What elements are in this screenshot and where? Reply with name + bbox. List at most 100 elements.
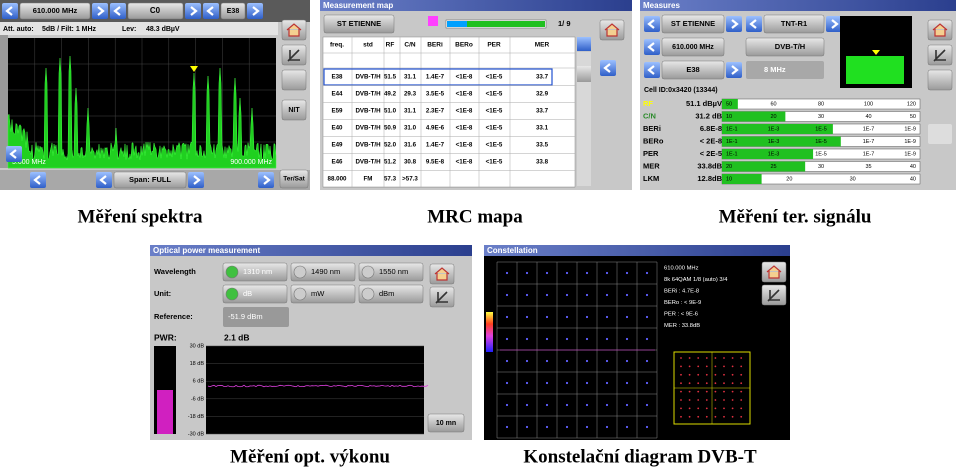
button[interactable] bbox=[661, 60, 725, 80]
zoom-point bbox=[740, 399, 743, 401]
scroll-thumb[interactable] bbox=[577, 66, 591, 82]
zoom-point bbox=[731, 415, 734, 418]
nit-button[interactable] bbox=[281, 99, 307, 121]
button[interactable] bbox=[745, 37, 825, 57]
button[interactable] bbox=[127, 2, 184, 20]
constellation-point bbox=[645, 271, 649, 275]
title-bar bbox=[484, 245, 790, 256]
tersat-button[interactable] bbox=[279, 169, 309, 189]
settings-button[interactable] bbox=[928, 124, 952, 144]
zoom-point bbox=[705, 373, 708, 376]
time-button[interactable] bbox=[427, 413, 465, 433]
arrow-button[interactable] bbox=[30, 172, 46, 188]
arrow-button[interactable] bbox=[644, 16, 660, 32]
constellation-point bbox=[645, 337, 649, 341]
zoom-point bbox=[680, 390, 682, 393]
cell: DVB-T/H bbox=[355, 142, 381, 149]
home-icon bbox=[766, 265, 782, 279]
option-button[interactable] bbox=[222, 262, 288, 282]
button[interactable] bbox=[113, 171, 187, 189]
arrow-button[interactable] bbox=[188, 172, 204, 188]
color-scale bbox=[486, 312, 493, 352]
cell: <1E-5 bbox=[486, 159, 503, 166]
arrow-button[interactable] bbox=[110, 3, 126, 19]
option-button[interactable] bbox=[290, 284, 356, 304]
button[interactable] bbox=[323, 14, 395, 34]
button[interactable] bbox=[661, 14, 725, 34]
label: 900.000 MHz bbox=[230, 159, 272, 166]
arrow-button[interactable] bbox=[726, 62, 742, 78]
screen-button[interactable] bbox=[281, 69, 307, 91]
arrow-button[interactable] bbox=[644, 62, 660, 78]
constellation-point bbox=[525, 271, 529, 275]
arrow-button[interactable] bbox=[6, 146, 22, 162]
zoom-point bbox=[723, 373, 725, 376]
cell: <1E-8 bbox=[456, 159, 473, 166]
column-header: MER bbox=[535, 42, 550, 49]
button[interactable] bbox=[19, 2, 91, 20]
arrow-button[interactable] bbox=[600, 60, 616, 76]
caption: Měření ter. signálu bbox=[719, 206, 872, 227]
option-button[interactable] bbox=[358, 262, 424, 282]
label: BERo bbox=[643, 136, 664, 145]
arrow-icon bbox=[647, 19, 655, 29]
label: ST ETIENNE bbox=[337, 19, 381, 28]
button[interactable] bbox=[763, 14, 825, 34]
arrow-button[interactable] bbox=[92, 3, 108, 19]
axis-label: -30 dB bbox=[188, 431, 205, 437]
option-button[interactable] bbox=[222, 284, 288, 304]
arrow-icon bbox=[263, 175, 271, 185]
arrow-icon bbox=[647, 65, 655, 75]
arrow-button[interactable] bbox=[746, 16, 762, 32]
zoom-point bbox=[714, 415, 717, 418]
cell: 31.0 bbox=[404, 125, 417, 132]
column-header: RF bbox=[386, 42, 395, 49]
label: PER bbox=[643, 149, 659, 158]
arrow-button[interactable] bbox=[644, 39, 660, 55]
zoom-point bbox=[714, 382, 717, 385]
arrow-button[interactable] bbox=[185, 3, 201, 19]
cell: 9.5E-8 bbox=[426, 159, 445, 166]
scale-label: 1E-9 bbox=[904, 126, 916, 132]
marker-square bbox=[428, 16, 438, 26]
scale-label: 1E-1 bbox=[726, 139, 738, 145]
cell: <1E-8 bbox=[456, 142, 473, 149]
cell: 31.6 bbox=[404, 142, 417, 149]
label: PWR: bbox=[154, 332, 177, 342]
radio bbox=[361, 265, 375, 279]
scroll-up[interactable] bbox=[577, 37, 591, 51]
arrow-button[interactable] bbox=[96, 172, 112, 188]
arrow-button[interactable] bbox=[826, 16, 842, 32]
zoom-point bbox=[680, 415, 682, 418]
info-line: BERo : < 9E-9 bbox=[664, 300, 701, 306]
zoom-point bbox=[697, 415, 700, 418]
arrow-button[interactable] bbox=[726, 16, 742, 32]
label: Reference: bbox=[154, 312, 193, 321]
zoom-point bbox=[697, 382, 700, 385]
arrow-button[interactable] bbox=[258, 172, 274, 188]
constellation-point bbox=[645, 381, 649, 385]
constellation-point bbox=[525, 337, 529, 341]
button[interactable] bbox=[661, 37, 725, 57]
zoom-point bbox=[697, 365, 700, 368]
label: 6.8E-8 bbox=[700, 124, 722, 133]
label: dB bbox=[243, 289, 252, 298]
meter-fill bbox=[722, 149, 814, 159]
label: Cell ID:0x3420 (13344) bbox=[644, 87, 718, 94]
arrow-button[interactable] bbox=[247, 3, 263, 19]
label: Ter/Sat bbox=[283, 176, 305, 183]
screen-title: Measures bbox=[643, 1, 680, 10]
constellation-point bbox=[605, 315, 609, 319]
arrow-icon bbox=[97, 6, 105, 16]
option-button[interactable] bbox=[358, 284, 424, 304]
cell: 49.2 bbox=[384, 91, 397, 98]
screen-button[interactable] bbox=[927, 69, 953, 91]
constellation-point bbox=[625, 271, 629, 275]
option-button[interactable] bbox=[290, 262, 356, 282]
column-header: PER bbox=[487, 42, 501, 49]
arrow-button[interactable] bbox=[2, 3, 18, 19]
button[interactable] bbox=[220, 2, 246, 20]
zoom-point bbox=[731, 373, 734, 376]
arrow-button[interactable] bbox=[203, 3, 219, 19]
marker bbox=[190, 66, 198, 72]
